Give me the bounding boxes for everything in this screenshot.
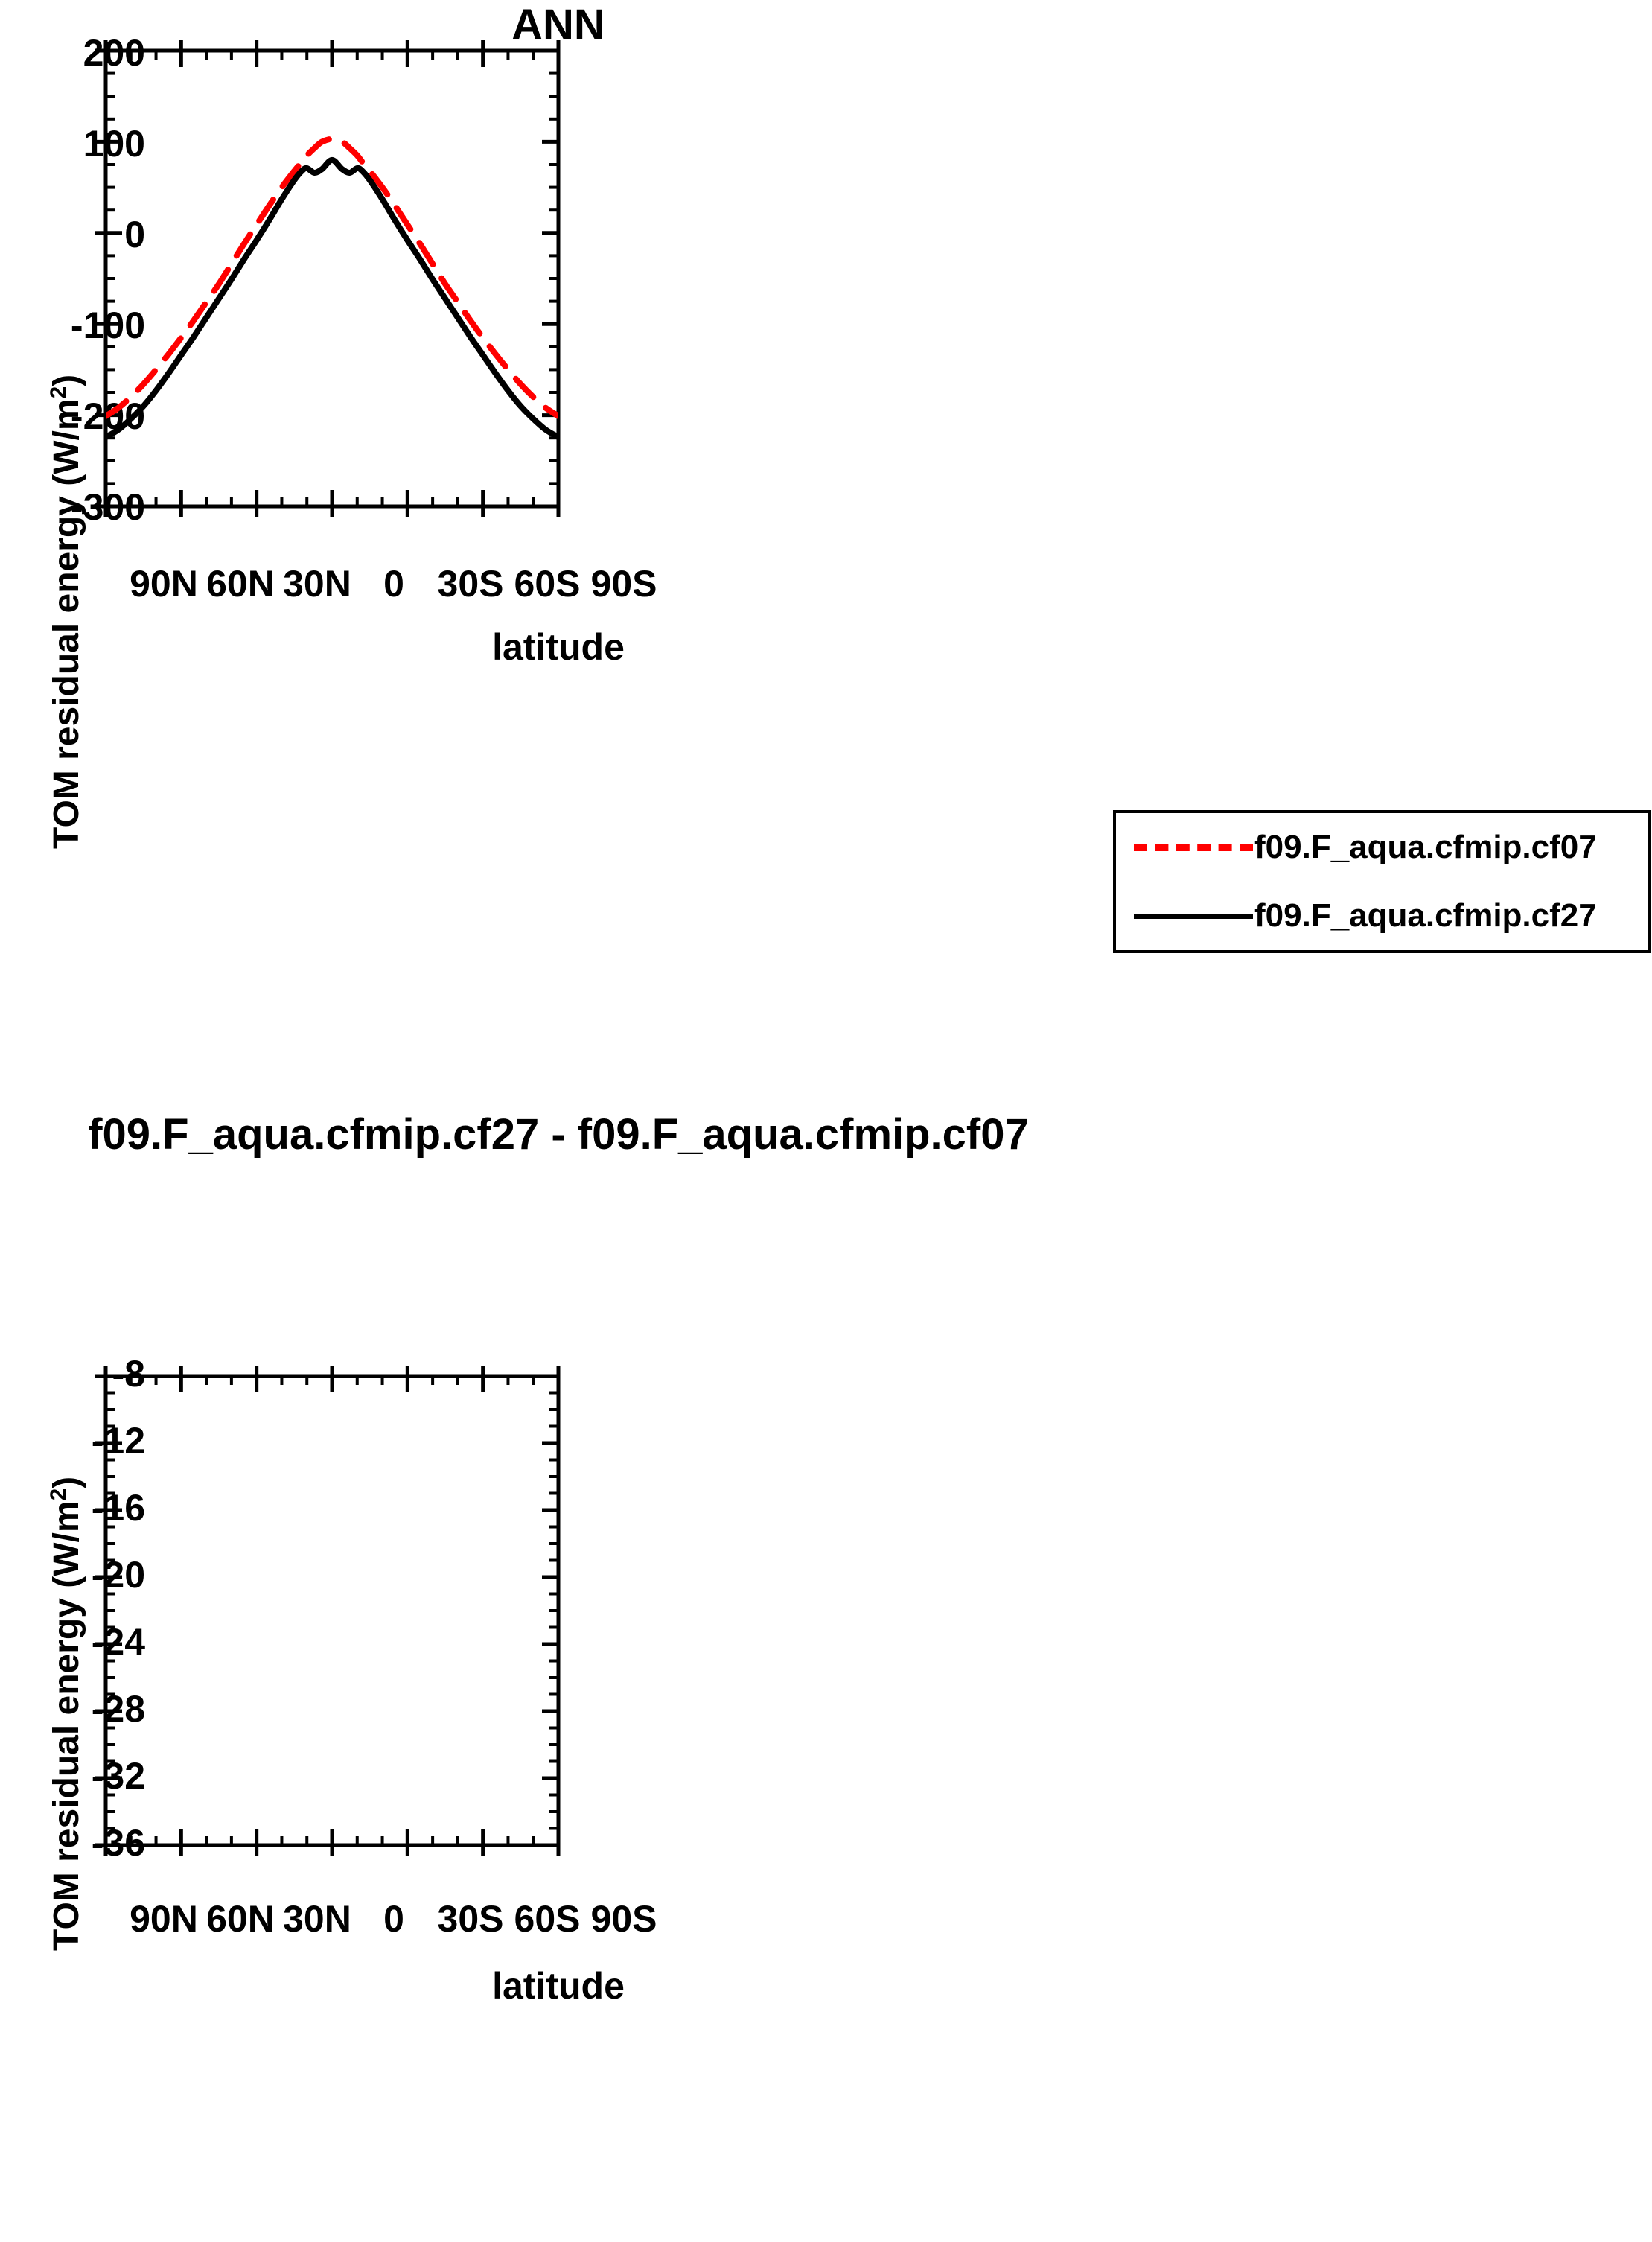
bottom-y-tick-neg16: -16	[91, 1487, 145, 1529]
bottom-y-tick-neg8: -8	[112, 1353, 145, 1395]
legend-label-cf27: f09.F_aqua.cfmip.cf27	[1254, 897, 1597, 934]
bottom-y-tick-neg12: -12	[91, 1420, 145, 1462]
bottom-x-tick-90S: 90S	[590, 1898, 657, 1940]
legend-entry-cf07[interactable]: f09.F_aqua.cfmip.cf07	[1116, 813, 1648, 882]
legend-label-cf07: f09.F_aqua.cfmip.cf07	[1254, 829, 1597, 865]
bottom-x-tick-30N: 30N	[283, 1898, 351, 1940]
bottom-x-tick-0: 0	[383, 1898, 404, 1940]
bottom-y-tick-neg32: -32	[91, 1755, 145, 1797]
top-x-tick-0: 0	[383, 563, 404, 605]
top-y-tick-100: 100	[83, 123, 145, 165]
legend: f09.F_aqua.cfmip.cf07 f09.F_aqua.cfmip.c…	[1113, 810, 1651, 953]
top-x-tick-90S: 90S	[590, 563, 657, 605]
bottom-x-tick-90N: 90N	[130, 1898, 198, 1940]
top-panel-plot	[95, 40, 561, 517]
top-x-tick-90N: 90N	[130, 563, 198, 605]
top-y-tick-200: 200	[83, 32, 145, 74]
bottom-x-tick-60S: 60S	[514, 1898, 581, 1940]
top-x-tick-30N: 30N	[283, 563, 351, 605]
bottom-y-tick-neg20: -20	[91, 1554, 145, 1596]
legend-entry-cf27[interactable]: f09.F_aqua.cfmip.cf27	[1116, 882, 1648, 950]
top-x-tick-60N: 60N	[206, 563, 275, 605]
bottom-panel-plot	[95, 1366, 561, 1856]
bottom-y-tick-neg28: -28	[91, 1688, 145, 1730]
top-x-tick-60S: 60S	[514, 563, 581, 605]
bottom-x-tick-30S: 30S	[437, 1898, 504, 1940]
legend-line-solid-icon	[1134, 913, 1253, 919]
top-panel-x-axis-title: latitude	[492, 626, 625, 668]
bottom-x-tick-60N: 60N	[206, 1898, 275, 1940]
top-x-tick-30S: 30S	[437, 563, 504, 605]
bottom-panel-x-axis-title: latitude	[492, 1965, 625, 2007]
bottom-y-tick-neg36: -36	[91, 1822, 145, 1864]
top-y-tick-0: 0	[124, 214, 145, 255]
legend-line-dashed-icon	[1134, 844, 1253, 851]
bottom-panel-title: f09.F_aqua.cfmip.cf27 - f09.F_aqua.cfmip…	[88, 1110, 1029, 1159]
bottom-y-tick-neg24: -24	[91, 1621, 145, 1663]
